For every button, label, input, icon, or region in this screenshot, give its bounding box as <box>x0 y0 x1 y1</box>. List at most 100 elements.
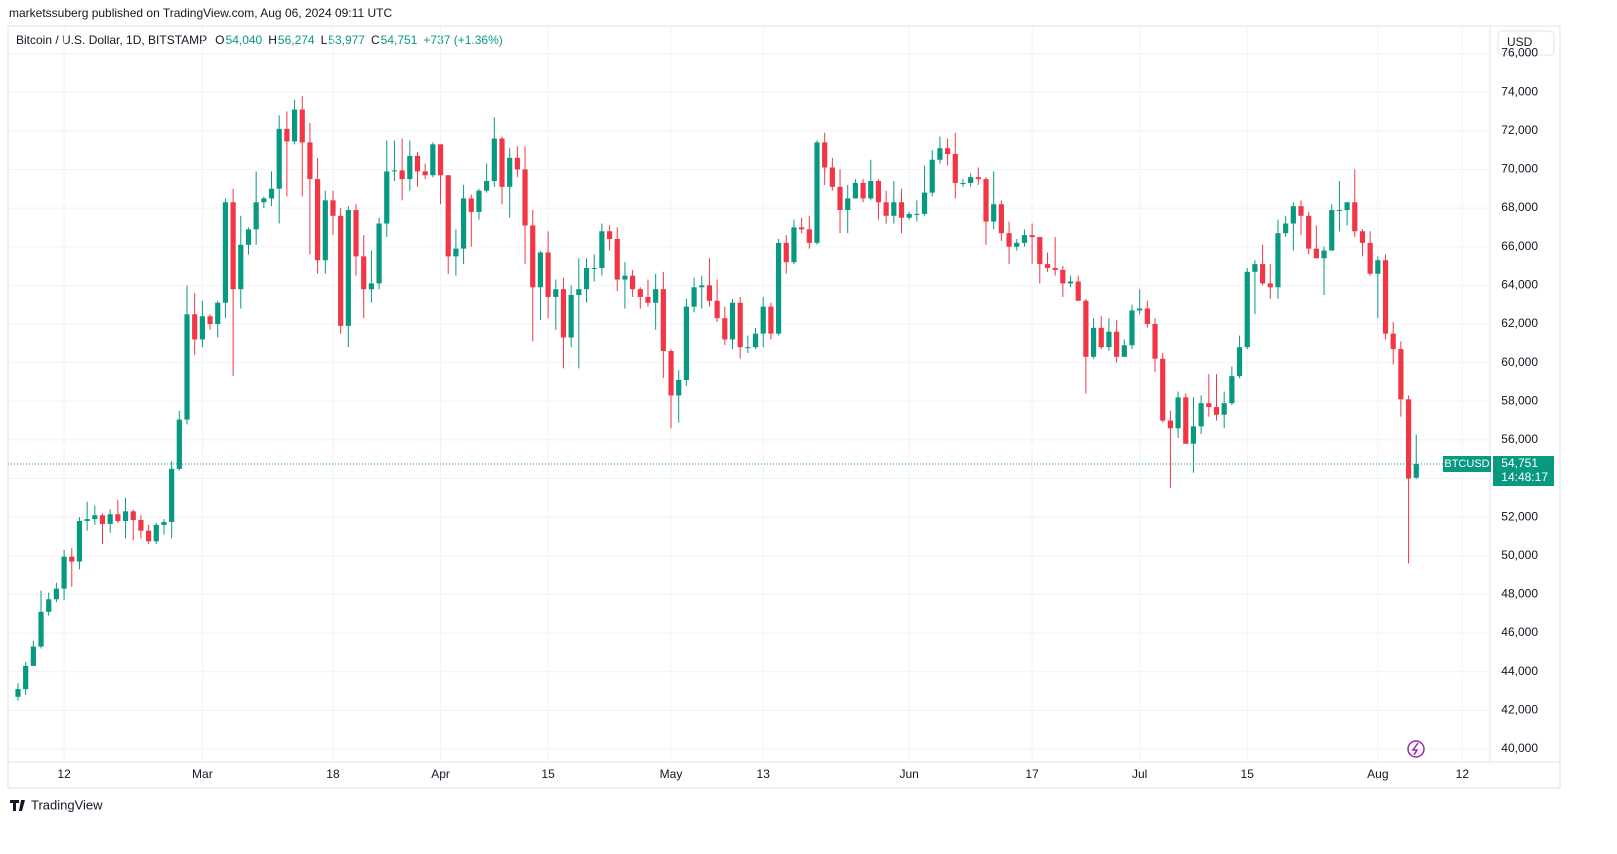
x-tick-label: 18 <box>326 767 340 781</box>
candle-body <box>1382 260 1389 334</box>
candle-body <box>445 175 451 257</box>
candle-body <box>1044 264 1051 268</box>
candle-body <box>222 202 229 303</box>
currency-button[interactable] <box>1497 30 1555 56</box>
candle-body <box>545 252 551 297</box>
y-tick-label: 52,000 <box>1501 509 1538 523</box>
candle-body <box>622 275 628 280</box>
candle-body <box>745 347 751 349</box>
y-tick-label: 46,000 <box>1501 625 1538 639</box>
candle-body <box>330 200 336 216</box>
x-tick-label: Apr <box>431 767 450 781</box>
candle-body <box>921 192 928 214</box>
candle-body <box>253 202 259 230</box>
candle-body <box>1298 206 1304 216</box>
candle-body <box>384 171 390 224</box>
x-tick-label: 15 <box>541 767 555 781</box>
candle-body <box>30 646 36 666</box>
candle-body <box>868 181 874 199</box>
candle-body <box>207 316 213 324</box>
ohlc-value: 54,040 <box>226 33 263 47</box>
candle-body <box>291 109 298 142</box>
candle-body <box>1006 233 1012 247</box>
candle-body <box>1252 264 1258 272</box>
currency-label: USD <box>1507 35 1533 49</box>
candle-body <box>1029 235 1035 238</box>
candle-body <box>322 200 328 261</box>
candle-body <box>1060 269 1066 284</box>
candle-body <box>645 296 651 303</box>
candle-body <box>929 159 935 193</box>
candle-body <box>422 171 428 176</box>
candle-body <box>1213 407 1220 415</box>
candle-body <box>1275 233 1281 288</box>
symbol-name: Bitcoin / U.S. Dollar, 1D, BITSTAMP <box>16 33 207 47</box>
candle-body <box>806 229 812 243</box>
candle-body <box>391 170 398 172</box>
candle-body <box>799 227 805 230</box>
alert-icon[interactable] <box>1407 740 1425 758</box>
candle-body <box>1052 267 1058 270</box>
candle-body <box>1206 403 1212 408</box>
candle-body <box>1398 349 1404 400</box>
plot: 40,000 42,000 44,000 46,000 48,000 50,000 52,0… <box>8 26 1554 781</box>
y-tick-label: 48,000 <box>1501 587 1538 601</box>
candle-body <box>998 204 1004 234</box>
candle-body <box>69 556 75 562</box>
candle-body <box>653 289 659 303</box>
y-tick-label: 58,000 <box>1501 393 1538 407</box>
y-tick-label: 50,000 <box>1501 548 1538 562</box>
candle-body <box>453 248 459 257</box>
candle-body <box>1367 242 1373 274</box>
chart-frame <box>7 25 1561 789</box>
candle-body <box>768 306 774 334</box>
brand-name: TradingView <box>31 797 103 812</box>
ohlc-key: C <box>371 33 380 47</box>
candle-body <box>476 190 482 212</box>
candle-body <box>169 468 175 522</box>
candle-body <box>775 242 782 334</box>
candle-body <box>507 157 513 187</box>
candle-body <box>1183 397 1189 444</box>
candle-body <box>84 519 90 522</box>
candle-body <box>683 306 689 380</box>
candle-body <box>1075 281 1081 301</box>
candle-body <box>1352 202 1358 232</box>
candle-body <box>153 524 159 542</box>
symbol-tag-label: BTCUSD <box>1444 458 1489 470</box>
candle-body <box>837 186 843 210</box>
candle-body <box>1067 281 1074 284</box>
candle-body <box>1106 331 1112 348</box>
candle-body <box>215 302 221 324</box>
candle-body <box>699 285 705 288</box>
candle-body <box>176 419 182 469</box>
candle-body <box>883 202 889 216</box>
candle-body <box>368 283 374 290</box>
brand-logo <box>10 800 25 811</box>
ohlc-value: 53,977 <box>328 33 365 47</box>
candle-body <box>1306 215 1312 249</box>
candle-body <box>891 202 897 216</box>
ohlc-key: H <box>268 33 277 47</box>
candle-body <box>729 302 736 340</box>
candle-body <box>576 289 582 295</box>
candle-body <box>898 202 905 218</box>
candle-body <box>606 231 613 239</box>
published-line: marketssuberg published on TradingView.c… <box>9 6 392 20</box>
candle-body <box>1129 310 1135 346</box>
candle-body <box>1244 271 1250 348</box>
candle-body <box>1359 231 1366 243</box>
candle-body <box>130 511 136 521</box>
candle-body <box>261 198 267 203</box>
candle-body <box>530 225 536 288</box>
candle-body <box>53 588 60 600</box>
candle-body <box>829 167 835 187</box>
candle-body <box>614 238 620 280</box>
x-tick-label: 15 <box>1241 767 1255 781</box>
ohlc-value: 56,274 <box>278 33 315 47</box>
candle-body <box>484 181 490 191</box>
candle-body <box>284 128 290 142</box>
candle-body <box>1321 250 1327 259</box>
